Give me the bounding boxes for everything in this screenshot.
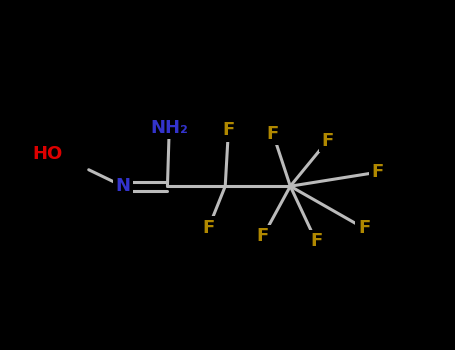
Text: HO: HO xyxy=(33,145,63,163)
Text: F: F xyxy=(222,121,234,139)
Text: F: F xyxy=(372,163,384,181)
Text: NH₂: NH₂ xyxy=(150,119,188,137)
Text: F: F xyxy=(267,125,279,143)
Text: F: F xyxy=(358,219,370,237)
Text: F: F xyxy=(310,232,322,251)
Text: HO: HO xyxy=(33,145,63,163)
Text: N: N xyxy=(116,177,130,195)
Text: F: F xyxy=(322,132,334,150)
Text: F: F xyxy=(202,219,214,237)
Text: F: F xyxy=(257,227,269,245)
